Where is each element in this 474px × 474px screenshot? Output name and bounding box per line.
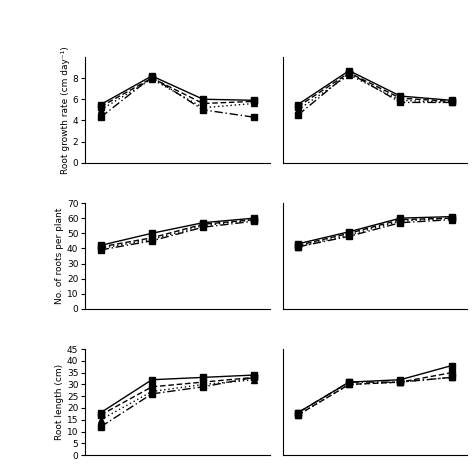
Y-axis label: Root length (cm): Root length (cm) <box>55 364 64 440</box>
Y-axis label: No. of roots per plant: No. of roots per plant <box>55 208 64 304</box>
Y-axis label: Root growth rate (cm day⁻¹): Root growth rate (cm day⁻¹) <box>61 46 70 173</box>
